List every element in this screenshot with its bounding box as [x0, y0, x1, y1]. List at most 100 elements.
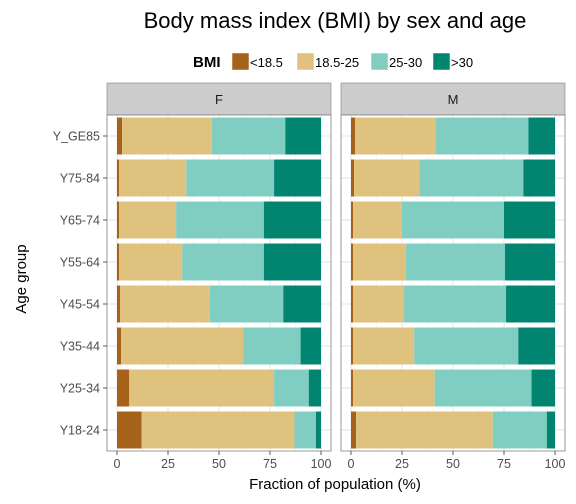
y-tick-label: Y75-84 [60, 172, 100, 186]
bar-m-y35-44-25-30 [414, 327, 519, 365]
x-axis-title: Fraction of population (%) [249, 476, 421, 493]
bar-m-y25-34-gt30 [531, 369, 555, 407]
bar-m-y75-84-25-30 [419, 159, 524, 197]
bar-m-y45-54-25-30 [404, 285, 507, 323]
bar-f-y45-54-25-30 [209, 285, 284, 323]
bar-f-y35-44-25-30 [243, 327, 301, 365]
bar-f-y75-84-25-30 [186, 159, 275, 197]
bar-f-y18-24-gt30 [315, 411, 321, 449]
chart-title: Body mass index (BMI) by sex and age [144, 8, 527, 33]
bar-m-y35-44-lt18-5 [351, 327, 354, 365]
bar-m-y45-54-18-5-25 [353, 285, 405, 323]
facet-label-f: F [215, 92, 223, 107]
bar-f-y65-74-18-5-25 [119, 201, 177, 239]
legend-label-lt18-5: <18.5 [250, 55, 283, 70]
bar-m-y75-84-lt18-5 [351, 159, 355, 197]
x-tick-label: 25 [161, 457, 175, 471]
bar-f-y18-24-18-5-25 [141, 411, 295, 449]
bar-f-y18-24-lt18-5 [117, 411, 142, 449]
x-tick-label: 100 [311, 457, 332, 471]
bar-f-y75-84-gt30 [274, 159, 321, 197]
bar-f-y18-24-25-30 [294, 411, 316, 449]
bar-f-y-ge85-lt18-5 [117, 117, 123, 155]
legend-label-gt30: >30 [451, 55, 473, 70]
bar-m-y55-64-gt30 [505, 243, 555, 281]
x-tick-label: 0 [348, 457, 355, 471]
bar-f-y45-54-18-5-25 [120, 285, 210, 323]
bar-m-y25-34-18-5-25 [353, 369, 435, 407]
facets: F 0 25 50 75 100 M 0 25 50 75 100 Y18-24 Y25-34 Y35-44… [53, 82, 566, 471]
bar-m-y65-74-gt30 [504, 201, 555, 239]
y-tick-label: Y_GE85 [53, 130, 100, 144]
y-tick-label: Y35-44 [60, 340, 100, 354]
y-axis-title: Age group [13, 244, 30, 313]
bars [351, 117, 555, 449]
bar-f-y65-74-gt30 [263, 201, 321, 239]
bar-m-y-ge85-gt30 [528, 117, 555, 155]
legend-swatch-gt30 [432, 52, 451, 71]
x-tick-label: 50 [446, 457, 460, 471]
bar-m-y-ge85-lt18-5 [351, 117, 356, 155]
bar-f-y25-34-25-30 [274, 369, 309, 407]
x-tick-label: 50 [212, 457, 226, 471]
bar-f-y55-64-18-5-25 [119, 243, 183, 281]
y-tick-label: Y18-24 [60, 424, 100, 438]
facet-label-m: M [448, 92, 459, 107]
bar-m-y35-44-gt30 [518, 327, 555, 365]
bar-m-y35-44-18-5-25 [353, 327, 415, 365]
x-tick-label: 75 [263, 457, 277, 471]
bar-f-y55-64-gt30 [263, 243, 321, 281]
facet-strip-m [340, 82, 566, 116]
bar-m-y65-74-25-30 [402, 201, 504, 239]
bar-f-y25-34-lt18-5 [117, 369, 130, 407]
y-tick-label: Y45-54 [60, 298, 100, 312]
bar-m-y65-74-18-5-25 [353, 201, 402, 239]
legend-label-18-5-25: 18.5-25 [315, 55, 359, 70]
bar-f-y-ge85-25-30 [211, 117, 286, 155]
legend-title: BMI [193, 54, 221, 71]
bar-f-y-ge85-18-5-25 [122, 117, 212, 155]
bar-f-y65-74-lt18-5 [117, 201, 120, 239]
bar-m-y18-24-gt30 [546, 411, 555, 449]
legend-swatch-lt18-5 [231, 52, 250, 71]
bar-m-y18-24-18-5-25 [356, 411, 493, 449]
bar-f-y35-44-gt30 [300, 327, 321, 365]
bar-f-y-ge85-gt30 [285, 117, 321, 155]
bar-m-y-ge85-18-5-25 [355, 117, 436, 155]
x-tick-label: 25 [395, 457, 409, 471]
bar-m-y45-54-lt18-5 [351, 285, 354, 323]
y-tick-label: Y55-64 [60, 256, 100, 270]
x-tick-label: 75 [497, 457, 511, 471]
bar-f-y35-44-lt18-5 [117, 327, 122, 365]
y-tick-label: Y25-34 [60, 382, 100, 396]
bar-m-y55-64-18-5-25 [353, 243, 407, 281]
y-tick-label: Y65-74 [60, 214, 100, 228]
bar-m-y45-54-gt30 [506, 285, 555, 323]
facet-strip-f [106, 82, 332, 116]
y-axis: Y18-24 Y25-34 Y35-44 Y45-54 Y55-64 Y65-74 Y75-… [53, 130, 107, 438]
bar-f-y75-84-18-5-25 [119, 159, 187, 197]
bar-m-y25-34-lt18-5 [351, 369, 354, 407]
bar-m-y55-64-lt18-5 [351, 243, 354, 281]
bar-f-y25-34-18-5-25 [129, 369, 275, 407]
x-tick-label: 0 [114, 457, 121, 471]
bars [117, 117, 321, 449]
facet-f: F 0 25 50 75 100 [106, 82, 332, 471]
bar-m-y-ge85-25-30 [435, 117, 529, 155]
legend: BMI <18.5 18.5-25 25-30 >30 [193, 52, 473, 71]
bar-m-y25-34-25-30 [434, 369, 532, 407]
bar-m-y18-24-lt18-5 [351, 411, 357, 449]
bar-f-y25-34-gt30 [308, 369, 321, 407]
legend-swatch-18-5-25 [296, 52, 315, 71]
bar-f-y55-64-lt18-5 [117, 243, 120, 281]
bar-f-y45-54-gt30 [283, 285, 321, 323]
legend-label-25-30: 25-30 [389, 55, 422, 70]
bar-f-y65-74-25-30 [176, 201, 264, 239]
bar-f-y35-44-18-5-25 [121, 327, 244, 365]
bar-m-y18-24-25-30 [492, 411, 547, 449]
bar-m-y65-74-lt18-5 [351, 201, 354, 239]
bar-m-y55-64-25-30 [406, 243, 506, 281]
bar-m-y75-84-gt30 [523, 159, 555, 197]
legend-swatch-25-30 [370, 52, 389, 71]
